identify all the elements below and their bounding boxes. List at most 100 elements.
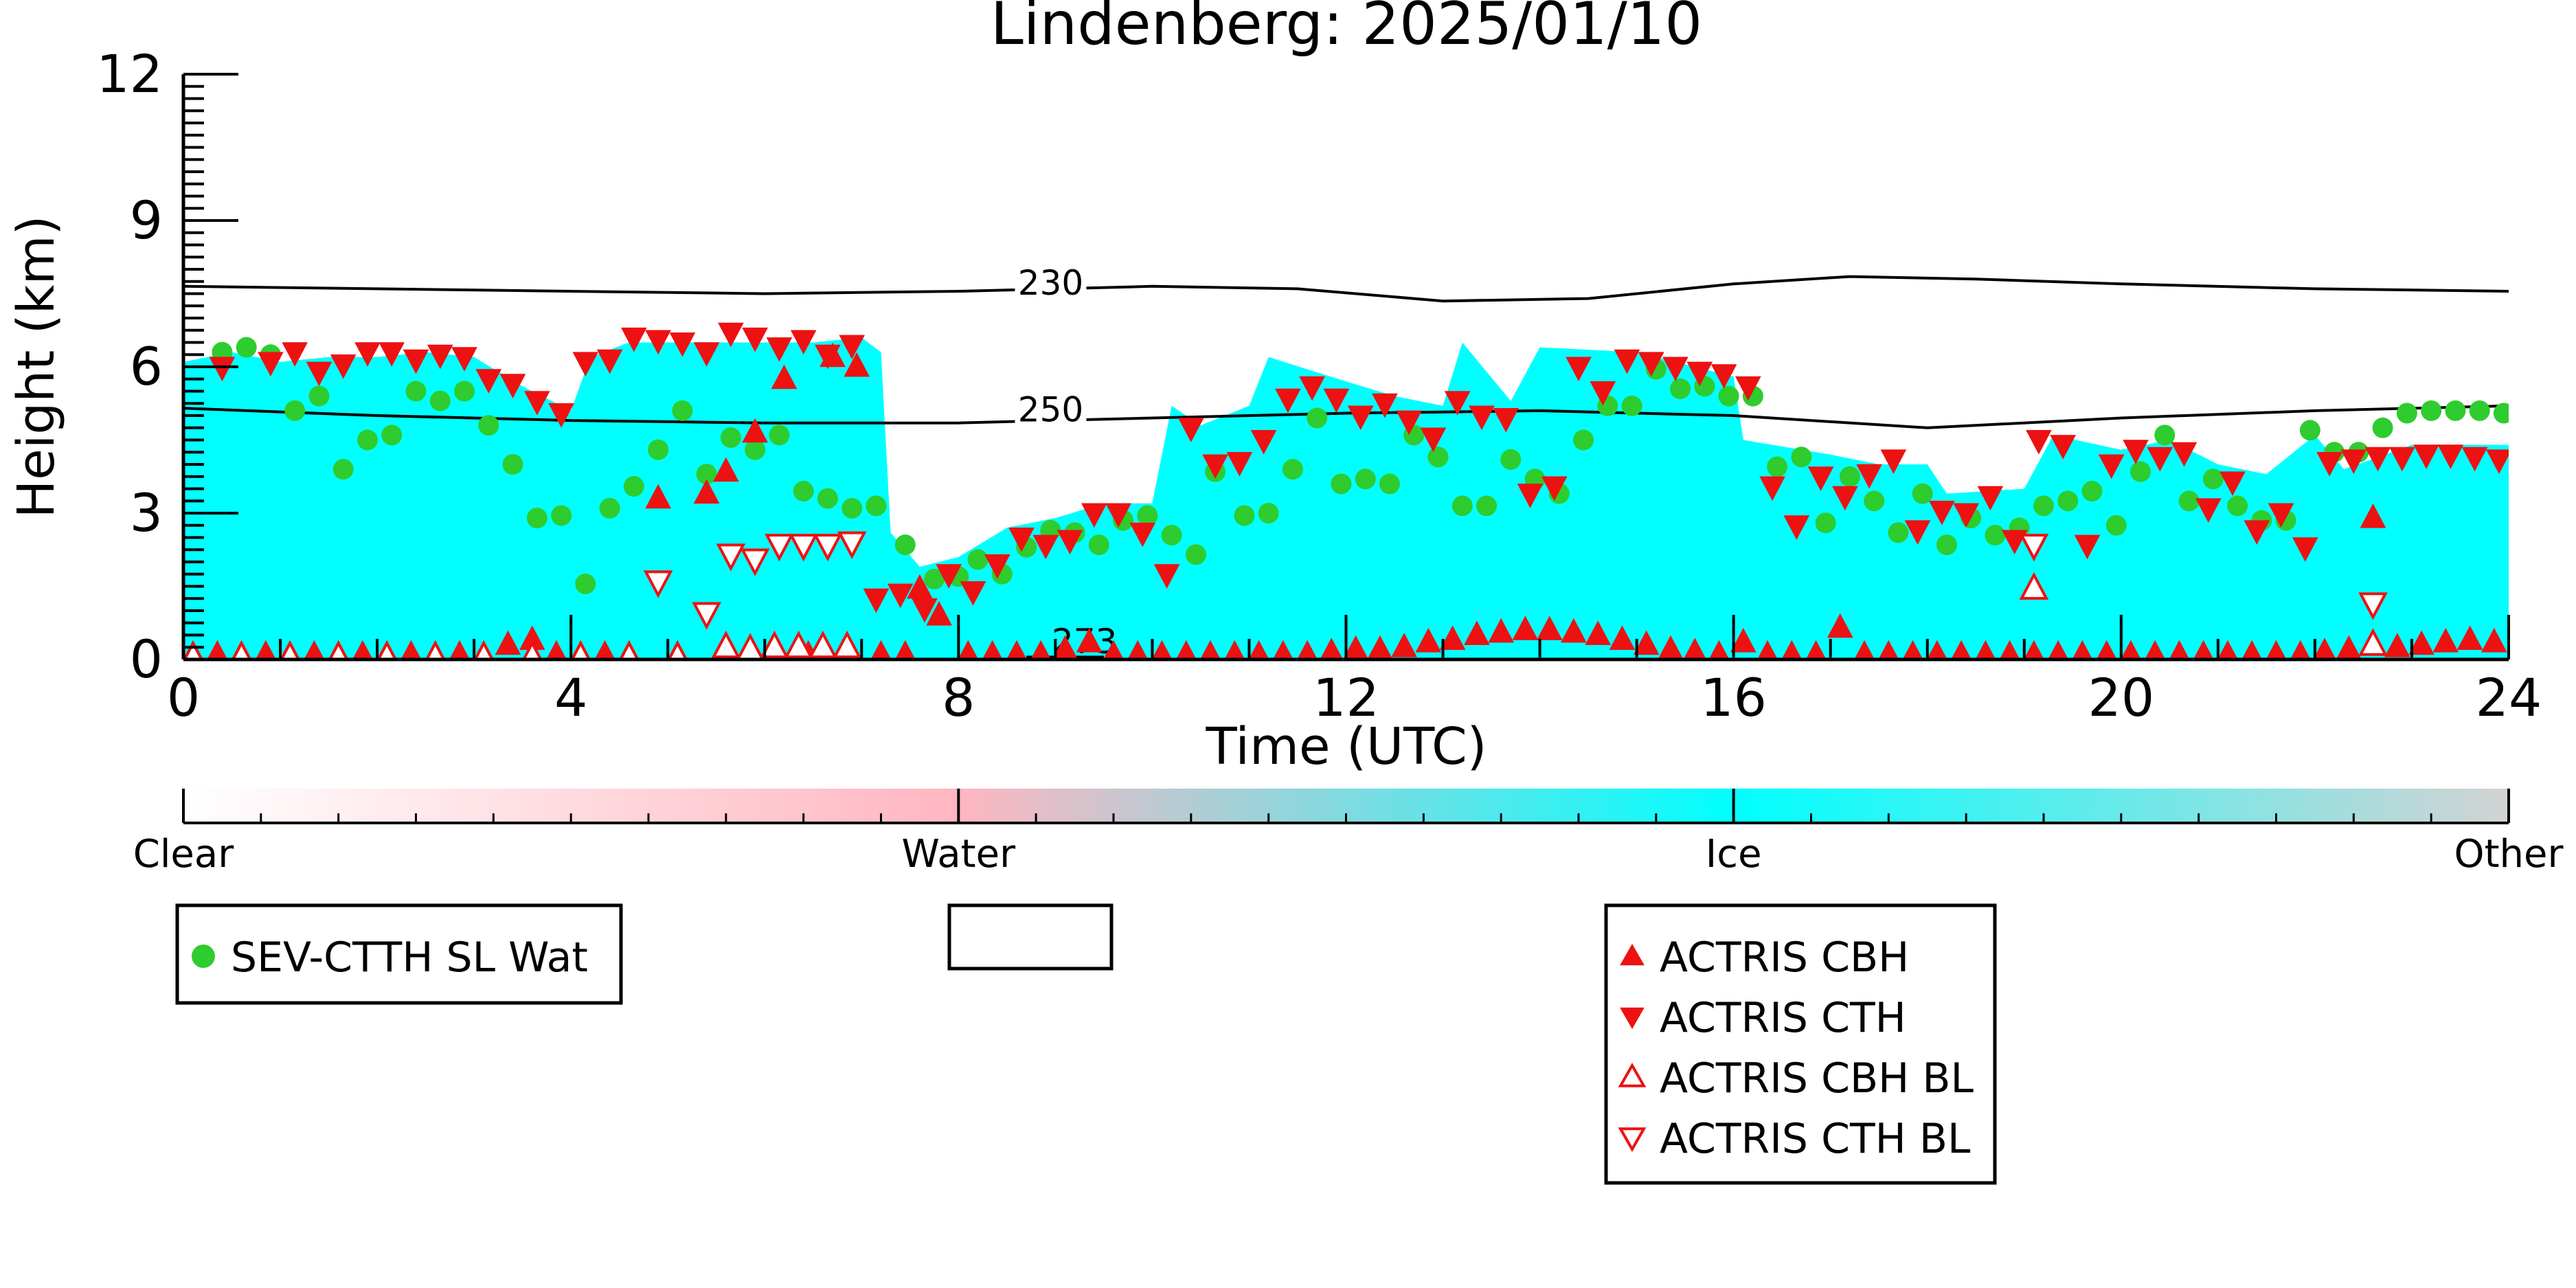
x-tick-label: 20 bbox=[2088, 667, 2154, 728]
marker-sev-ctth bbox=[1185, 544, 1206, 565]
colorbar-label: Clear bbox=[133, 832, 234, 877]
marker-actris-cth bbox=[1032, 534, 1059, 560]
marker-sev-ctth bbox=[841, 497, 863, 519]
marker-actris-cbh bbox=[2023, 640, 2044, 659]
marker-actris-cth bbox=[330, 354, 357, 379]
marker-actris-cth bbox=[1541, 476, 1568, 501]
marker-sev-ctth bbox=[1258, 503, 1279, 523]
marker-actris-cth-bl bbox=[2358, 592, 2388, 620]
marker-actris-cbh-bl bbox=[760, 631, 789, 659]
marker-actris-cth bbox=[2050, 435, 2077, 460]
marker-actris-cbh bbox=[2120, 640, 2141, 659]
marker-sev-ctth bbox=[1451, 495, 1473, 517]
marker-actris-cbh bbox=[1999, 640, 2020, 659]
marker-actris-cbh bbox=[594, 640, 615, 659]
marker-actris-cbh-bl bbox=[711, 631, 741, 659]
marker-actris-cth bbox=[718, 322, 744, 348]
marker-actris-cbh bbox=[2290, 640, 2311, 659]
marker-actris-cth bbox=[1977, 486, 2004, 511]
marker-actris-cth bbox=[645, 330, 671, 355]
marker-actris-cbh bbox=[1439, 625, 1466, 651]
marker-actris-cbh bbox=[693, 479, 720, 504]
marker-actris-cbh bbox=[2072, 640, 2093, 659]
marker-actris-cth bbox=[1856, 464, 1882, 489]
isotherm-label: 230 bbox=[1018, 263, 1083, 303]
marker-actris-cth bbox=[1517, 484, 1544, 508]
marker-sev-ctth bbox=[1815, 512, 1836, 534]
marker-actris-cth bbox=[1372, 393, 1398, 418]
marker-actris-cbh bbox=[2169, 640, 2190, 659]
marker-actris-cth bbox=[1275, 388, 1301, 414]
marker-sev-ctth bbox=[672, 400, 693, 421]
marker-actris-cbh bbox=[1827, 613, 1853, 638]
marker-sev-ctth bbox=[1234, 505, 1255, 526]
marker-actris-cth bbox=[2147, 447, 2173, 472]
legend-frame bbox=[1604, 903, 1997, 1185]
marker-sev-ctth bbox=[1864, 490, 1885, 512]
marker-actris-cth bbox=[960, 581, 986, 606]
marker-sev-ctth bbox=[2154, 425, 2176, 446]
marker-actris-cth bbox=[815, 344, 841, 370]
marker-actris-cbh bbox=[1076, 628, 1103, 653]
marker-actris-cth bbox=[1081, 503, 1107, 528]
marker-actris-cbh bbox=[1902, 640, 1923, 659]
marker-actris-cth bbox=[887, 583, 914, 609]
marker-actris-cbh bbox=[1103, 640, 1124, 659]
marker-actris-cbh bbox=[1781, 640, 1803, 659]
marker-actris-cbh bbox=[2096, 640, 2117, 659]
marker-sev-ctth bbox=[1137, 505, 1158, 526]
marker-actris-cth bbox=[451, 347, 477, 372]
marker-actris-cth-bl bbox=[837, 531, 867, 559]
y-tick-label: 3 bbox=[130, 482, 163, 543]
marker-actris-cbh-bl bbox=[570, 640, 591, 659]
marker-actris-cbh-bl bbox=[522, 640, 543, 659]
marker-actris-cbh-bl bbox=[280, 640, 300, 659]
marker-sev-ctth bbox=[2033, 495, 2054, 517]
marker-sev-ctth bbox=[2493, 403, 2509, 424]
legend-label: SEV-CTTH SL Wat bbox=[231, 934, 588, 982]
isotherm-label-bg bbox=[1015, 396, 1087, 427]
marker-actris-cth bbox=[2219, 471, 2246, 496]
marker-actris-cbh bbox=[1730, 628, 1756, 653]
marker-sev-ctth bbox=[894, 534, 916, 556]
marker-actris-cbh-bl bbox=[328, 640, 349, 659]
marker-actris-cbh bbox=[2193, 640, 2214, 659]
marker-actris-cbh bbox=[1272, 640, 1293, 659]
marker-actris-cth bbox=[1469, 405, 1495, 431]
legend-marker bbox=[1620, 943, 1645, 966]
colorbar-ticks: Clear Water Ice Other bbox=[133, 789, 2564, 877]
marker-sev-ctth bbox=[575, 574, 596, 594]
marker-actris-cth bbox=[1057, 530, 1083, 555]
marker-actris-cbh bbox=[771, 364, 798, 389]
marker-actris-cth bbox=[2074, 534, 2101, 560]
marker-actris-cth bbox=[1323, 388, 1350, 414]
marker-sev-ctth bbox=[967, 549, 988, 570]
marker-actris-cbh bbox=[645, 484, 671, 509]
marker-actris-cbh-bl bbox=[376, 640, 397, 659]
marker-actris-cbh bbox=[1415, 628, 1442, 653]
marker-sev-ctth bbox=[2421, 400, 2442, 421]
marker-actris-cth bbox=[1008, 528, 1035, 552]
marker-actris-cth bbox=[1420, 427, 1447, 453]
marker-actris-cbh bbox=[2217, 640, 2238, 659]
marker-actris-cth bbox=[2461, 447, 2488, 472]
legend-marker bbox=[1620, 1007, 1645, 1030]
marker-actris-cbh bbox=[2384, 633, 2410, 657]
marker-actris-cth bbox=[403, 349, 429, 374]
marker-actris-cbh bbox=[1320, 637, 1344, 659]
marker-actris-cth bbox=[2437, 444, 2464, 469]
colorbar: Clear Water Ice Other bbox=[133, 789, 2564, 877]
marker-actris-cbh bbox=[1609, 625, 1636, 651]
marker-actris-cbh bbox=[1127, 640, 1149, 659]
marker-actris-cth bbox=[1735, 376, 1761, 401]
marker-actris-cth bbox=[282, 342, 308, 367]
marker-actris-cth bbox=[1590, 381, 1616, 406]
marker-actris-cbh-bl bbox=[425, 640, 446, 659]
marker-actris-cbh bbox=[1683, 637, 1707, 659]
marker-sev-ctth bbox=[599, 497, 620, 519]
marker-actris-cth bbox=[596, 349, 623, 374]
marker-sev-ctth bbox=[405, 381, 427, 402]
marker-actris-cth bbox=[1347, 405, 1374, 431]
marker-actris-cbh-bl bbox=[2019, 572, 2049, 600]
marker-actris-cth bbox=[1638, 352, 1664, 376]
